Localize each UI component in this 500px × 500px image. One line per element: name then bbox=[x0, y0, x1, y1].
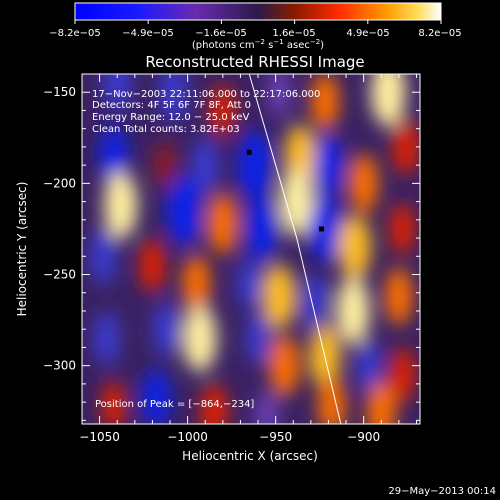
intensity-blob bbox=[371, 74, 406, 127]
colorbar-tick-label: −1.6e−05 bbox=[195, 28, 247, 39]
plot-image bbox=[82, 74, 420, 424]
intensity-blob bbox=[99, 126, 129, 186]
intensity-blob bbox=[318, 376, 346, 424]
colorbar-ticks bbox=[74, 20, 442, 24]
y-tick-label: −250 bbox=[43, 268, 76, 282]
intensity-blob bbox=[269, 334, 300, 397]
intensity-blob bbox=[153, 301, 180, 358]
intensity-blob bbox=[207, 192, 238, 255]
intensity-blob bbox=[200, 383, 228, 424]
x-tick-label: −950 bbox=[259, 430, 292, 444]
colorbar bbox=[74, 2, 442, 21]
info-line: Clean Total counts: 3.82E+03 bbox=[92, 124, 240, 135]
intensity-blob bbox=[366, 381, 396, 424]
intensity-blob bbox=[210, 84, 236, 137]
intensity-blob bbox=[237, 130, 272, 200]
intensity-blob bbox=[153, 141, 176, 190]
y-tick-label: −300 bbox=[43, 359, 76, 373]
peak-marker bbox=[246, 149, 252, 155]
intensity-map bbox=[89, 74, 420, 424]
intensity-blob bbox=[93, 311, 120, 366]
info-block: 17−Nov−2003 22:11:06.000 to 22:17:06.000… bbox=[92, 89, 320, 135]
intensity-blob bbox=[245, 312, 271, 365]
colorbar-tick-label: 8.2e−05 bbox=[418, 28, 461, 39]
info-line: 17−Nov−2003 22:11:06.000 to 22:17:06.000 bbox=[92, 89, 320, 100]
chart-title: Reconstructed RHESSI Image bbox=[145, 53, 364, 71]
intensity-blob bbox=[236, 257, 262, 310]
intensity-blob bbox=[313, 134, 344, 196]
x-tick-labels: −1050 −1000 −950 −900 bbox=[79, 430, 380, 444]
colorbar-tick-label: 1.6e−05 bbox=[272, 28, 315, 39]
intensity-blob bbox=[191, 137, 219, 193]
colorbar-tick-label: −4.9e−05 bbox=[122, 28, 174, 39]
intensity-blob bbox=[139, 238, 166, 293]
intensity-blob bbox=[103, 74, 131, 111]
intensity-blob bbox=[389, 347, 416, 402]
intensity-blob bbox=[338, 214, 371, 280]
intensity-blob bbox=[390, 203, 415, 255]
colorbar-tick-labels: −8.2e−05 −4.9e−05 −1.6e−05 1.6e−05 4.9e−… bbox=[49, 28, 461, 39]
colorbar-units: (photons cm−2 s−1 asec−2) bbox=[192, 38, 324, 51]
colorbar-tick-label: 4.9e−05 bbox=[346, 28, 389, 39]
intensity-blob bbox=[336, 277, 370, 345]
intensity-blob bbox=[183, 304, 217, 372]
x-tick-label: −1050 bbox=[79, 430, 120, 444]
info-line: Energy Range: 12.0 − 25.0 keV bbox=[92, 112, 249, 123]
timestamp: 29−May−2013 00:14 bbox=[388, 486, 496, 497]
y-tick-labels: −150 −200 −250 −300 bbox=[43, 85, 76, 372]
intensity-blob bbox=[141, 368, 171, 424]
intensity-blob bbox=[308, 195, 342, 263]
axis-ticks bbox=[82, 73, 420, 424]
intensity-blob bbox=[300, 274, 328, 330]
peak-marker bbox=[318, 226, 324, 232]
intensity-blob bbox=[159, 74, 188, 122]
x-tick-label: −1000 bbox=[167, 430, 208, 444]
intensity-blob bbox=[166, 175, 202, 247]
x-tick-label: −900 bbox=[347, 430, 380, 444]
intensity-blob bbox=[356, 339, 382, 392]
intensity-blob bbox=[245, 196, 278, 262]
colorbar-tick-label: −8.2e−05 bbox=[49, 28, 101, 39]
intensity-blob bbox=[384, 267, 413, 326]
y-axis-label: Heliocentric Y (arcsec) bbox=[15, 182, 29, 317]
intensity-blob bbox=[101, 380, 126, 424]
intensity-blob bbox=[89, 228, 117, 285]
intensity-blob bbox=[349, 153, 379, 214]
intensity-blob bbox=[392, 119, 420, 175]
peak-markers bbox=[246, 149, 324, 232]
solar-limb bbox=[248, 74, 342, 424]
x-axis-label: Heliocentric X (arcsec) bbox=[182, 449, 318, 463]
y-tick-label: −150 bbox=[43, 85, 76, 99]
intensity-blob bbox=[267, 74, 291, 118]
intensity-blob bbox=[182, 254, 211, 313]
intensity-blob bbox=[104, 171, 138, 239]
info-line: Detectors: 4F 5F 6F 7F 8F, Att 0 bbox=[92, 100, 251, 111]
intensity-blob bbox=[279, 166, 315, 237]
plot-frame bbox=[81, 73, 421, 425]
intensity-blob bbox=[311, 74, 339, 131]
intensity-blob bbox=[263, 263, 296, 330]
intensity-blob bbox=[255, 391, 279, 424]
y-tick-label: −200 bbox=[43, 176, 76, 190]
peak-position-label: Position of Peak = [−864,−234] bbox=[95, 399, 254, 410]
